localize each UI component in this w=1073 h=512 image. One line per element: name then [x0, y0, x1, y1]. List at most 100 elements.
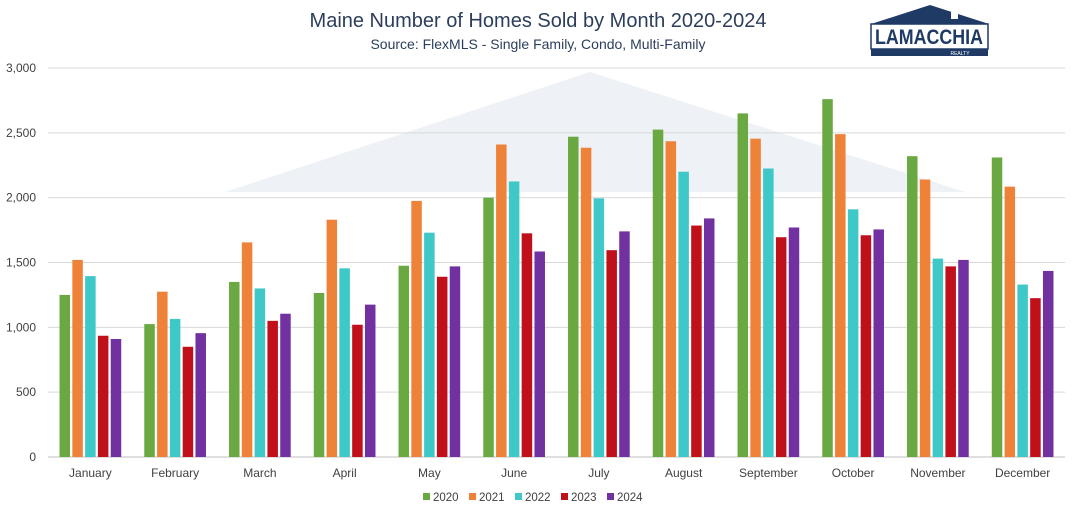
bar-2024-february — [195, 333, 206, 457]
y-tick-label: 0 — [29, 450, 36, 464]
x-tick-label: September — [739, 466, 798, 480]
bar-2021-march — [241, 242, 253, 457]
bar-2021-december — [1004, 186, 1016, 457]
x-tick-label: February — [151, 466, 199, 480]
bar-2021-october — [835, 134, 846, 457]
bar-2020-september — [737, 113, 749, 457]
bar-2023-april — [352, 324, 363, 457]
bar-2021-february — [157, 291, 168, 457]
bar-2022-november — [932, 258, 944, 457]
bar-2024-june — [534, 251, 545, 457]
bar-2024-august — [703, 218, 715, 457]
chart-subtitle: Source: FlexMLS - Single Family, Condo, … — [370, 36, 705, 52]
chart-title: Maine Number of Homes Sold by Month 2020… — [310, 10, 767, 32]
bar-2021-april — [326, 219, 338, 457]
bar-2022-may — [424, 232, 435, 457]
bar-2023-october — [860, 235, 872, 457]
y-tick-label: 2,500 — [6, 126, 36, 140]
bar-2022-april — [339, 268, 350, 457]
bar-2020-april — [313, 292, 325, 457]
y-tick-label: 1,500 — [6, 256, 36, 270]
bar-2020-may — [398, 265, 410, 457]
bar-2021-july — [580, 147, 592, 457]
bar-2023-january — [97, 335, 109, 457]
bar-2020-march — [229, 281, 240, 457]
bar-2023-november — [945, 266, 956, 457]
gridlines — [48, 67, 1065, 458]
legend: 2020 2021 2022 2023 2024 — [423, 492, 643, 504]
brand-logo: LAMACCHIA REALTY — [870, 5, 989, 57]
bar-2023-august — [691, 225, 702, 457]
bar-2022-february — [169, 318, 181, 457]
x-axis-ticks: January February March April May June July Augu… — [69, 466, 1050, 480]
x-tick-label: October — [832, 466, 875, 480]
bar-2024-april — [364, 304, 376, 457]
legend-label: 2022 — [525, 492, 551, 504]
bar-2024-january — [110, 339, 122, 457]
bar-2024-december — [1042, 270, 1054, 457]
y-tick-label: 1,000 — [6, 320, 36, 334]
bar-2020-june — [483, 197, 494, 457]
bar-2021-june — [496, 144, 507, 457]
legend-swatch — [469, 493, 476, 500]
bars — [59, 99, 1054, 458]
bar-2020-december — [991, 157, 1003, 457]
logo-tagline: REALTY — [950, 51, 970, 57]
legend-label: 2024 — [617, 492, 643, 504]
x-tick-label: May — [418, 466, 441, 480]
x-tick-label: January — [69, 466, 112, 480]
bar-2023-march — [267, 320, 278, 457]
bar-2024-may — [449, 266, 461, 457]
x-tick-label: June — [501, 466, 527, 480]
bar-2022-september — [763, 168, 774, 457]
bar-2022-june — [508, 181, 520, 458]
bar-2021-january — [72, 259, 83, 457]
x-tick-label: March — [243, 466, 276, 480]
bar-2023-may — [436, 276, 448, 457]
bar-2021-august — [665, 141, 677, 458]
legend-swatch — [607, 493, 614, 500]
bar-2022-august — [678, 171, 689, 457]
logo-plate — [870, 23, 989, 50]
bar-2022-october — [847, 209, 859, 457]
bar-2022-july — [593, 198, 605, 457]
bar-2024-november — [958, 259, 969, 457]
bar-2020-february — [144, 324, 155, 457]
x-tick-label: April — [333, 466, 357, 480]
bar-2023-september — [775, 237, 787, 457]
bar-2023-february — [182, 346, 194, 457]
bar-2020-january — [59, 294, 71, 457]
legend-swatch — [515, 493, 522, 500]
bar-2020-november — [907, 156, 918, 457]
legend-swatch — [423, 493, 430, 500]
bar-2022-january — [85, 276, 96, 457]
legend-label: 2023 — [571, 492, 597, 504]
bar-2021-september — [750, 138, 761, 457]
y-axis-ticks: 0 500 1,000 1,500 2,000 2,500 3,000 — [6, 61, 36, 464]
bar-2020-august — [652, 129, 664, 457]
x-tick-label: December — [995, 466, 1050, 480]
y-tick-label: 500 — [16, 385, 36, 399]
bar-2023-june — [521, 233, 533, 457]
bar-2024-july — [619, 231, 630, 457]
bar-2024-march — [280, 313, 291, 457]
y-tick-label: 2,000 — [6, 191, 36, 205]
logo-roof-icon — [871, 5, 989, 24]
x-tick-label: November — [910, 466, 965, 480]
legend-swatch — [561, 493, 568, 500]
bar-2020-july — [568, 136, 579, 457]
bar-2024-september — [788, 227, 800, 457]
logo-name: LAMACCHIA — [875, 26, 983, 49]
bar-2021-may — [411, 200, 422, 458]
logo-tagline-bar — [871, 49, 988, 56]
logo-window-icon — [951, 12, 958, 19]
x-tick-label: July — [588, 466, 609, 480]
legend-label: 2021 — [479, 492, 505, 504]
bar-2022-december — [1017, 284, 1028, 457]
bar-2023-july — [606, 250, 617, 457]
y-tick-label: 3,000 — [6, 61, 36, 75]
bar-2020-october — [822, 99, 833, 458]
legend-label: 2020 — [433, 492, 459, 504]
bar-2022-march — [254, 288, 266, 457]
